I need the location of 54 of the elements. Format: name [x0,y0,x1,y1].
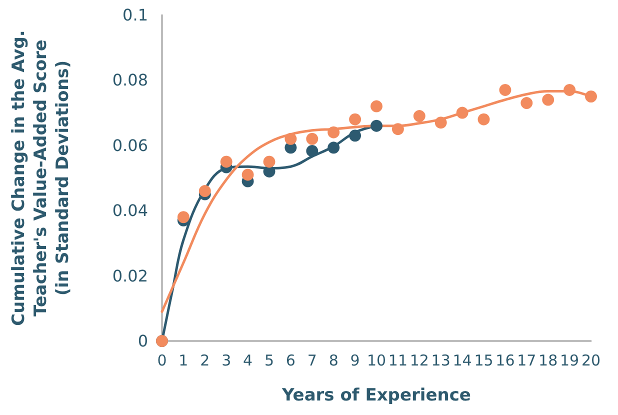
x-tick-label: 8 [328,352,338,370]
x-tick-label: 11 [388,352,408,370]
point [177,211,190,224]
point [198,185,211,198]
point [520,97,533,110]
x-tick-label: 19 [560,352,580,370]
y-tick-label: 0.1 [122,6,148,24]
point [370,120,382,132]
y-tick-label: 0.08 [112,70,148,90]
point [392,123,404,136]
x-axis-title: Years of Experience [281,386,471,406]
x-tick-label: 16 [496,352,515,370]
x-tick-label: 20 [581,352,601,370]
point [499,84,512,96]
y-tick-label: 0 [138,332,148,350]
x-tick-label: 3 [222,352,232,370]
point [542,94,554,106]
x-tick-label: 5 [264,352,274,370]
x-tick-label: 0 [157,352,167,370]
y-tick-label: 0.06 [112,136,148,155]
point [456,106,468,119]
y-axis-title: Cumulative Change in the Avg. Teacher's Value-Added Score (in Standard Deviations) [9,30,73,326]
y-tick-label: 0.04 [112,201,148,220]
x-tick-label: 4 [243,352,253,370]
point [413,110,426,122]
point [284,132,297,145]
point [585,90,597,102]
point [370,100,382,112]
point [242,168,254,181]
point [328,126,340,138]
x-tick-label: 1 [178,352,188,370]
point [263,165,276,178]
x-tick-label: 2 [200,352,210,370]
point [564,84,576,96]
x-tick-label: 17 [517,352,536,370]
point [263,156,276,168]
point [349,130,362,142]
point [434,116,447,129]
point [328,142,340,154]
x-tick-label: 15 [474,352,494,370]
x-tick-label: 14 [452,352,472,370]
point [220,156,232,168]
point [478,113,490,126]
x-tick-label: 9 [350,352,360,370]
x-tick-label: 10 [366,352,386,370]
y-tick-label: 0.02 [112,266,148,286]
x-tick-label: 12 [410,352,429,370]
x-tick-label: 6 [286,352,296,370]
x-tick-label: 7 [307,352,317,370]
point [306,144,318,157]
point [306,132,318,145]
point [349,113,362,126]
x-tick-label: 13 [431,352,450,370]
x-tick-label: 18 [538,352,558,370]
